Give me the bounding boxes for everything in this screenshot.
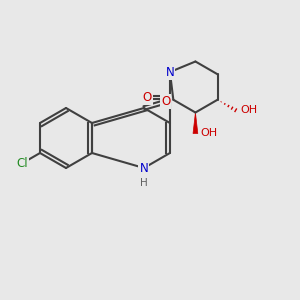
Text: H: H: [140, 178, 148, 188]
Polygon shape: [193, 112, 198, 134]
Text: N: N: [166, 65, 174, 79]
Text: OH: OH: [240, 105, 257, 115]
Text: Cl: Cl: [16, 157, 28, 170]
Text: N: N: [140, 161, 148, 175]
Text: OH: OH: [200, 128, 217, 139]
Text: O: O: [161, 95, 170, 108]
Text: O: O: [143, 91, 152, 104]
